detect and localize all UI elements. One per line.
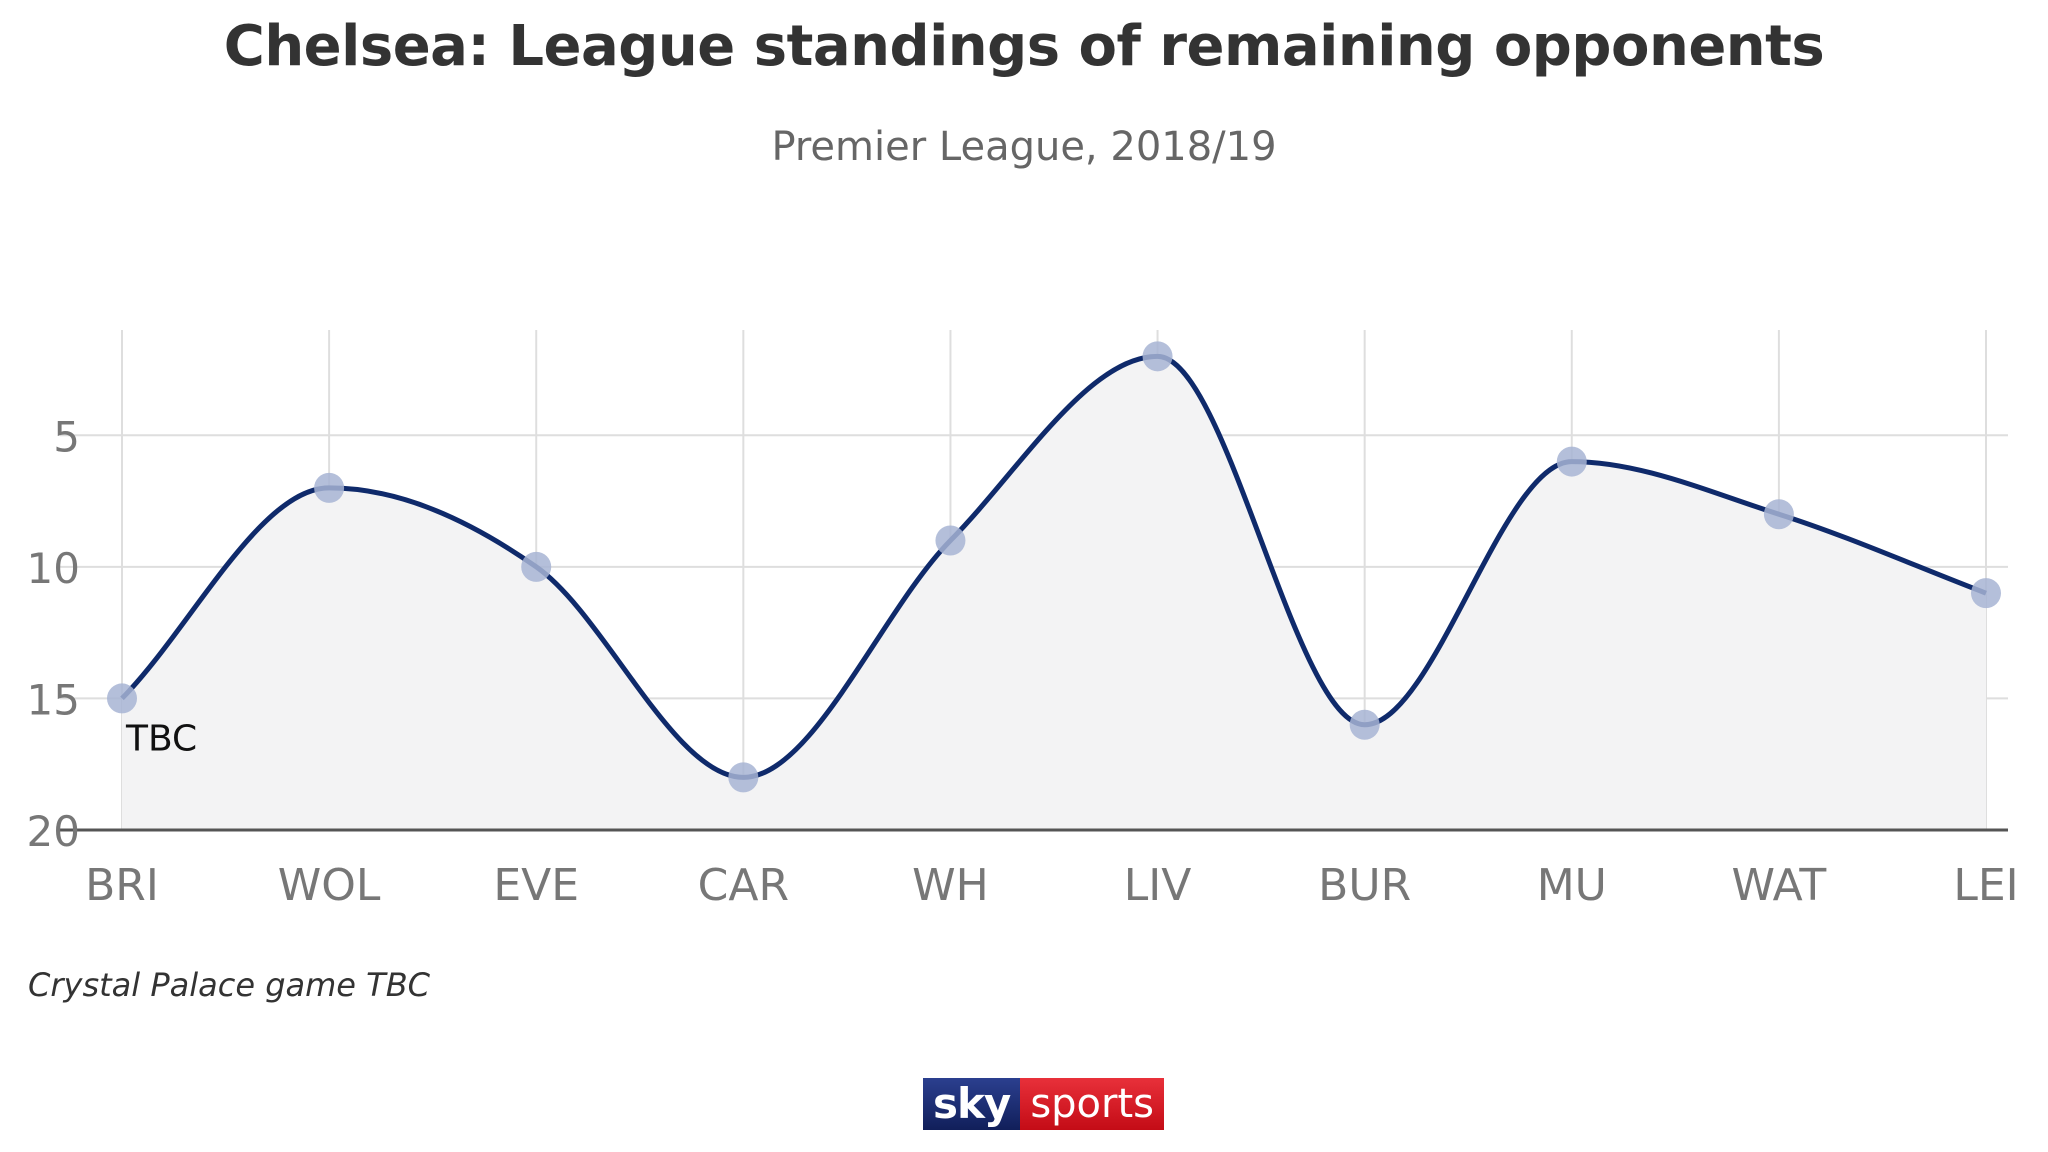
data-point-lei (1971, 578, 2001, 609)
x-tick-label: WAT (1732, 860, 1827, 911)
y-tick-label: 15 (27, 675, 80, 724)
area-fill (122, 356, 1986, 830)
data-point-bri (107, 683, 137, 714)
x-tick-label: BRI (85, 860, 159, 911)
x-tick-label: WH (912, 860, 989, 911)
data-point-mu (1556, 446, 1587, 477)
series-line (120, 353, 1987, 780)
data-point-wat (1763, 499, 1794, 530)
data-point-car (728, 762, 759, 793)
data-point-wol (314, 472, 345, 503)
chart-subtitle: Premier League, 2018/19 (771, 124, 1277, 170)
data-point-wh (935, 525, 966, 556)
x-tick-label: MU (1537, 860, 1607, 911)
y-tick-label: 20 (27, 807, 80, 856)
y-tick-label: 5 (53, 412, 80, 461)
sky-sports-logo: sky sports (923, 1078, 1164, 1130)
x-tick-label: LEI (1953, 860, 2018, 911)
data-point-liv (1142, 341, 1173, 372)
x-tick-label: EVE (493, 860, 579, 911)
x-tick-label: BUR (1318, 860, 1411, 911)
x-tick-label: LIV (1124, 860, 1192, 911)
x-tick-label: WOL (278, 860, 381, 911)
chart-title: Chelsea: League standings of remaining o… (223, 14, 1825, 79)
footnote: Crystal Palace game TBC (28, 966, 430, 1004)
data-point-eve (521, 551, 552, 582)
logo-sky-part: sky (923, 1078, 1021, 1130)
x-tick-label: CAR (698, 860, 789, 911)
data-points (107, 341, 2001, 793)
annotation-label: TBC (125, 718, 197, 759)
logo-sports-part: sports (1020, 1078, 1164, 1130)
y-tick-label: 10 (27, 544, 80, 593)
data-point-bur (1349, 709, 1380, 740)
